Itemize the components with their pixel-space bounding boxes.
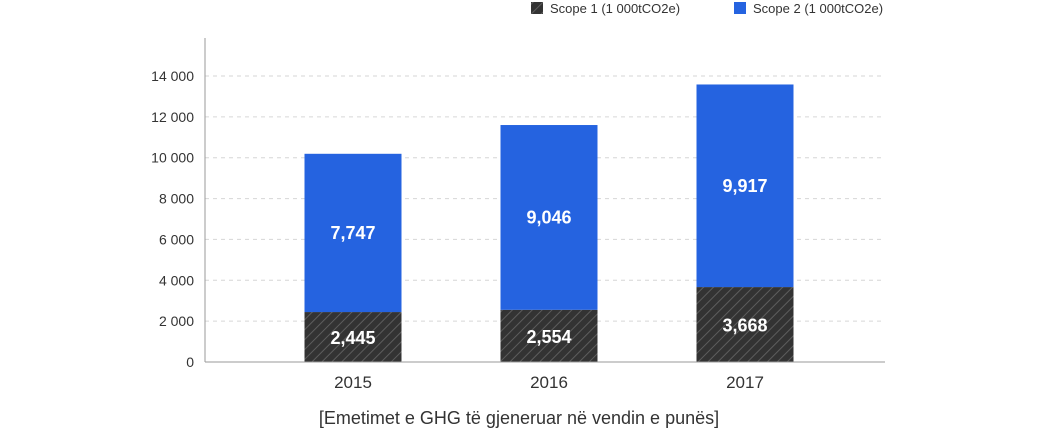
y-tick-label: 14 000 xyxy=(151,68,194,84)
y-tick-label: 2 000 xyxy=(159,313,194,329)
data-label-scope-1-2017: 3,668 xyxy=(722,316,767,336)
y-tick-label: 4 000 xyxy=(159,272,194,288)
legend: Scope 1 (1 000tCO2e) Scope 2 (1 000tCO2e) xyxy=(531,1,883,16)
y-tick-label: 6 000 xyxy=(159,231,194,247)
chart-caption: [Emetimet e GHG të gjeneruar në vendin e… xyxy=(318,408,720,428)
bar-scope-1-2016 xyxy=(500,309,598,362)
data-label-scope-2-2015: 7,747 xyxy=(330,223,375,243)
x-axis: 2015 2016 2017 xyxy=(205,361,885,392)
legend-label-scope-1: Scope 1 (1 000tCO2e) xyxy=(550,1,680,16)
bar-scope-2-2017 xyxy=(696,84,794,288)
legend-swatch-scope-1 xyxy=(531,2,543,14)
legend-label-scope-2: Scope 2 (1 000tCO2e) xyxy=(753,1,883,16)
x-tick-label: 2017 xyxy=(726,373,764,392)
data-label-scope-1-2015: 2,445 xyxy=(330,328,375,348)
x-tick-label: 2016 xyxy=(530,373,568,392)
x-tick-label: 2015 xyxy=(334,373,372,392)
y-tick-label: 8 000 xyxy=(159,191,194,207)
bar-scope-2-2015 xyxy=(304,153,402,313)
bar-scope-2-2016 xyxy=(500,125,598,310)
y-axis: 0 2 000 4 000 6 000 8 000 10 000 12 000 14 000 xyxy=(151,38,206,370)
legend-swatch-scope-2 xyxy=(734,2,746,14)
y-tick-label: 12 000 xyxy=(151,109,194,125)
y-tick-label: 0 xyxy=(186,354,194,370)
bar-scope-1-2015 xyxy=(304,312,402,362)
data-label-scope-2-2016: 9,046 xyxy=(526,207,571,227)
bars: 2,445 7,747 2,554 9,046 3,668 9,917 xyxy=(304,84,794,362)
bar-scope-1-2017 xyxy=(696,287,794,362)
data-label-scope-2-2017: 9,917 xyxy=(722,176,767,196)
data-label-scope-1-2016: 2,554 xyxy=(526,327,571,347)
y-tick-label: 10 000 xyxy=(151,150,194,166)
